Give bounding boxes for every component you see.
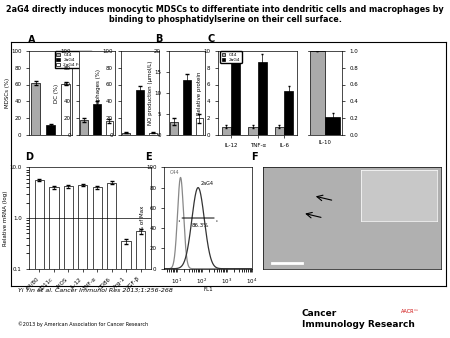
Y-axis label: Macrophages (%): Macrophages (%) [96,69,101,117]
Y-axis label: NO production (μmol/L): NO production (μmol/L) [148,61,153,125]
Text: Yi Yin et al. Cancer Immunol Res 2013;1:256-268: Yi Yin et al. Cancer Immunol Res 2013;1:… [18,288,173,293]
Bar [222,127,231,135]
Bar [122,133,130,135]
Y-axis label: DC (%): DC (%) [54,83,59,102]
Bar [93,188,102,338]
Text: Cancer
Immunology Research: Cancer Immunology Research [302,309,414,329]
Y-axis label: % of Max: % of Max [140,205,145,231]
Bar [35,180,44,338]
Bar [136,231,145,338]
Y-axis label: Relative protein: Relative protein [197,71,202,115]
Text: A: A [28,35,36,45]
Bar [275,127,284,135]
Bar [63,187,73,338]
Bar [122,241,131,338]
Bar [284,91,293,135]
Bar [61,84,70,135]
Bar [106,121,113,135]
Bar [46,125,55,135]
Bar [257,62,267,135]
Text: AACR™: AACR™ [400,309,419,314]
Text: B: B [155,34,162,44]
Bar [196,118,203,135]
Bar [31,83,40,135]
Bar [93,104,100,135]
Bar [171,122,178,135]
Bar [49,188,58,338]
X-axis label: FL1: FL1 [203,287,213,292]
Text: ©2013 by American Association for Cancer Research: ©2013 by American Association for Cancer… [18,322,148,328]
Bar [136,90,144,135]
Legend: C44, 2aG4: C44, 2aG4 [220,51,242,63]
Text: 2aG4: 2aG4 [201,180,214,186]
Legend: C44, 2aG4, 2aG4 F(ab')₂: C44, 2aG4, 2aG4 F(ab')₂ [55,51,92,68]
Bar [248,127,257,135]
Bar [107,183,117,338]
Bar [78,185,87,338]
Bar [310,51,325,135]
Text: C: C [207,34,215,44]
Bar [183,80,190,135]
Text: C44: C44 [169,170,179,175]
Bar [325,117,341,135]
Text: 2aG4 directly induces monocytic MDSCs to differentiate into dendritic cells and : 2aG4 directly induces monocytic MDSCs to… [6,5,444,24]
Text: F: F [251,152,257,162]
Bar [149,133,157,135]
Y-axis label: MDSCs (%): MDSCs (%) [4,78,10,108]
Text: E: E [145,152,152,162]
Text: D: D [25,151,33,162]
Bar [81,120,88,135]
Text: 86.3%: 86.3% [192,223,209,228]
Y-axis label: Relative mRNA (log): Relative mRNA (log) [3,190,8,246]
Bar [231,64,240,135]
